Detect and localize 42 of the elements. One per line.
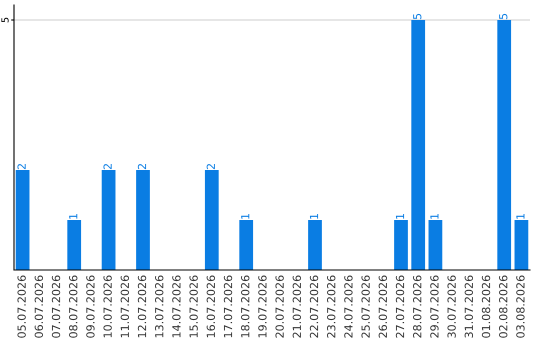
x-tick-label: 22.07.2026 <box>310 276 318 338</box>
x-tick-label: 05.07.2026 <box>17 276 26 338</box>
x-tick-label: 29.07.2026 <box>430 276 439 338</box>
x-tick-label: 26.07.2026 <box>378 276 388 338</box>
x-tick-label: 21.07.2026 <box>292 276 302 338</box>
x-tick-label: 06.07.2026 <box>34 276 44 338</box>
x-tick-label: 20.07.2026 <box>275 276 284 338</box>
x-tick-label: 07.07.2026 <box>52 276 60 338</box>
x-tick-label: 02.08.2026 <box>499 276 508 338</box>
x-tick-label: 19.07.2026 <box>258 276 267 338</box>
x-tick-label: 01.08.2026 <box>482 276 490 338</box>
x-tick-label: 30.07.2026 <box>447 276 456 338</box>
x-tick-label: 18.07.2026 <box>241 276 250 338</box>
x-tick-label: 28.07.2026 <box>413 276 422 338</box>
x-tick-label: 10.07.2026 <box>103 276 112 338</box>
x-tick-label: 23.07.2026 <box>327 276 336 338</box>
data-label: 1 <box>396 214 404 219</box>
x-tick-label: 14.07.2026 <box>172 276 181 338</box>
x-tick-label: 08.07.2026 <box>69 276 78 338</box>
x-tick-label: 09.07.2026 <box>86 276 95 338</box>
data-label: 2 <box>103 164 112 170</box>
x-tick-label: 13.07.2026 <box>155 276 164 338</box>
x-tick-label: 31.07.2026 <box>464 276 474 338</box>
x-tick-label: 12.07.2026 <box>138 276 146 338</box>
x-tick-label: 25.07.2026 <box>361 276 370 338</box>
data-label: 1 <box>516 214 524 219</box>
x-tick-label: 03.08.2026 <box>516 276 525 338</box>
data-label: 1 <box>310 214 318 219</box>
data-label: 5 <box>499 14 508 20</box>
x-tick-label: 17.07.2026 <box>224 276 232 338</box>
data-label: 1 <box>241 214 250 219</box>
x-tick-label: 11.07.2026 <box>120 276 130 338</box>
data-label: 1 <box>69 214 78 219</box>
x-tick-label: 16.07.2026 <box>206 276 216 338</box>
data-label: 2 <box>17 164 26 170</box>
data-label: 1 <box>430 214 438 219</box>
data-label: 2 <box>138 164 146 170</box>
x-tick-label: 15.07.2026 <box>189 276 198 338</box>
data-label: 2 <box>206 164 215 170</box>
x-tick-label: 24.07.2026 <box>344 276 353 338</box>
x-tick-label: 27.07.2026 <box>396 276 404 338</box>
data-label: 5 <box>413 14 422 20</box>
